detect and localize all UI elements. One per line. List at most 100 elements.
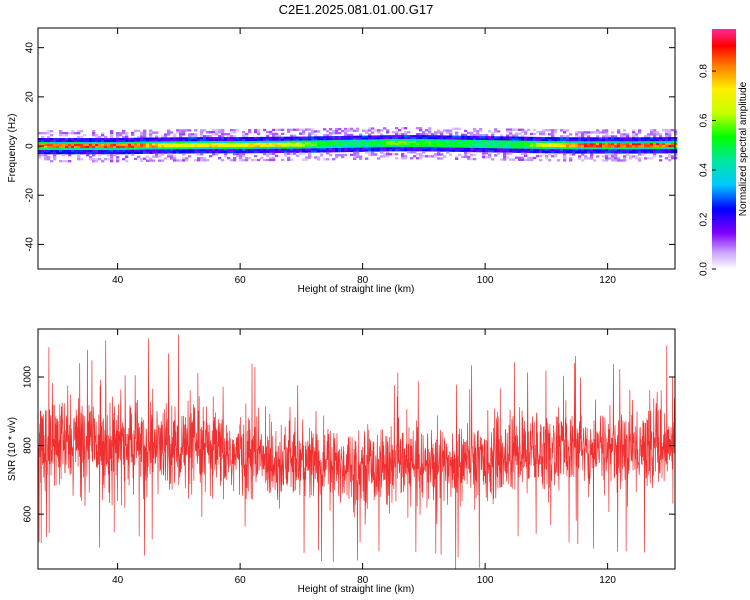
spectrogram-cell [605, 147, 609, 150]
spectrogram-cell [335, 156, 339, 159]
spectrogram-cell [665, 137, 669, 140]
spectrogram-cell [503, 144, 507, 147]
spectrogram-cell [71, 148, 75, 151]
spectrogram-cell [671, 139, 675, 142]
spectrogram-cell [476, 131, 480, 135]
spectrogram-cell [530, 148, 534, 152]
spectrogram-cell [191, 145, 195, 148]
snr-ytick-label: 600 [23, 505, 34, 522]
spectrogram-cell [494, 130, 498, 133]
spectrogram-cell [242, 141, 246, 144]
spectrogram-cell [263, 138, 267, 142]
spectrogram-cell [614, 157, 618, 160]
spectrogram-cell [260, 140, 264, 144]
spectrogram-cell [548, 153, 552, 156]
spectrogram-cell [593, 143, 597, 146]
spectrogram-cell [497, 142, 501, 145]
spectrogram-cell [230, 135, 234, 138]
spectrogram-cell [284, 144, 288, 147]
spectrogram-cell [323, 138, 327, 141]
spectrogram-cell [593, 145, 597, 148]
spectrogram-cell [80, 158, 84, 161]
spectrogram-cell [473, 143, 477, 147]
spectrogram-cell [119, 131, 123, 135]
spectrogram-cell [290, 142, 294, 145]
spectrogram-cell [428, 135, 432, 138]
spectrogram-cell [416, 139, 420, 142]
spectrogram-cell [128, 145, 132, 149]
spectrogram-cell [530, 142, 534, 146]
spectrogram-cell [329, 150, 333, 153]
spectrogram-cell [281, 140, 285, 144]
spectrogram-cell [425, 147, 429, 150]
spectrogram-cell [599, 141, 603, 144]
spectrogram-cell [473, 149, 477, 153]
spectrogram-cell [218, 137, 222, 140]
spectrogram-cell [269, 136, 273, 140]
spectrogram-cell [311, 136, 315, 139]
spectrogram-cell [623, 147, 627, 150]
spectrogram-cell [317, 142, 321, 145]
spectrogram-cell [188, 151, 192, 154]
spectrogram-cell [494, 146, 498, 149]
spectrogram-cell [104, 136, 108, 139]
spectrogram-cell [482, 142, 486, 145]
spectrogram-cell [215, 151, 219, 154]
spectrogram-cell [320, 136, 324, 139]
spectrogram-cell [215, 139, 219, 142]
spectrogram-cell [575, 137, 579, 140]
spectrogram-cell [251, 158, 255, 162]
spectrogram-cell [446, 131, 450, 134]
spectrogram-cell [227, 141, 231, 144]
spectrogram-cell [89, 150, 93, 153]
spectrogram-cell [386, 147, 390, 150]
spectrogram-cell [569, 157, 573, 160]
spectrogram-cell [392, 153, 396, 156]
spectrogram-cell [284, 154, 288, 157]
spectrogram-cell [458, 139, 462, 142]
spectrogram-cell [299, 140, 303, 143]
spectrogram-cell [560, 151, 564, 154]
spectrogram-cell [71, 150, 75, 153]
spectrogram-cell [365, 157, 369, 160]
spectrogram-cell [422, 131, 426, 134]
spectrogram-cell [482, 138, 486, 141]
spectrogram-cell [170, 157, 174, 160]
spectrogram-cell [401, 135, 405, 138]
spectrogram-cell [188, 139, 192, 142]
spectrogram-cell [245, 143, 249, 146]
spectrogram-cell [620, 159, 624, 162]
spectrogram-cell [128, 139, 132, 143]
spectrogram-cell [125, 135, 129, 139]
spectrogram-cell [242, 153, 246, 156]
spectrogram-cell [434, 143, 438, 146]
spectrogram-cell [668, 137, 672, 140]
spectrogram-cell [602, 149, 606, 152]
spectrogram-cell [488, 156, 492, 159]
spectrogram-cell [287, 158, 291, 161]
spectrogram-cell [89, 156, 93, 159]
spectrogram-cell [47, 158, 51, 161]
spectrogram-cell [596, 131, 600, 134]
spectrogram-cell [98, 146, 102, 149]
spectrogram-cell [248, 128, 252, 132]
spectrogram-cell [437, 141, 441, 144]
spectrogram-cell [605, 139, 609, 142]
spectrogram-cell [656, 149, 660, 152]
spectrogram-cell [242, 139, 246, 142]
spectrogram-cell [593, 147, 597, 150]
spectrogram-cell [299, 144, 303, 147]
spectrogram-cell [455, 135, 459, 138]
spectrogram-cell [140, 131, 144, 134]
spectrogram-cell [377, 141, 381, 144]
spectrogram-cell [134, 129, 138, 133]
spectrogram-cell [443, 145, 447, 148]
spectrogram-cell [41, 154, 45, 157]
spectrogram-cell [260, 144, 264, 148]
spectrogram-cell [506, 136, 510, 139]
spectrogram-cell [437, 157, 441, 160]
spectrogram-cell [116, 140, 120, 143]
spectrogram-cell [455, 145, 459, 148]
spectrogram-cell [191, 151, 195, 154]
spectrogram-cell [545, 139, 549, 142]
